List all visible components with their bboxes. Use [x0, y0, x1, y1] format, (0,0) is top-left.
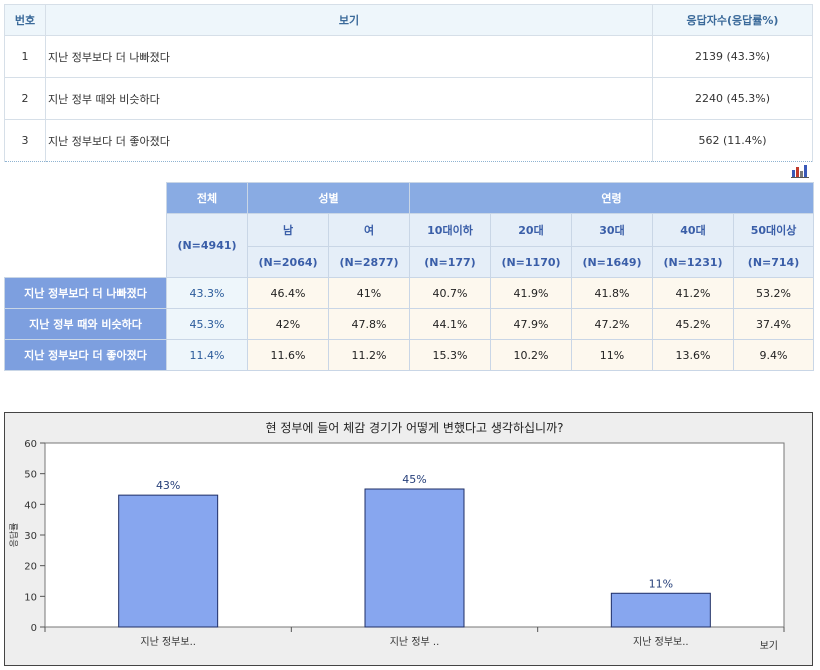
bar-data-label: 11%: [649, 577, 673, 590]
subgroup-20s: 20대: [490, 213, 572, 247]
x-axis-label: 보기: [760, 640, 778, 652]
table-row: 지난 정부 때와 비슷하다 45.3% 42% 47.8% 44.1% 47.9…: [4, 308, 815, 340]
header-option: 보기: [45, 4, 653, 36]
row-option: 지난 정부보다 더 나빠졌다: [45, 35, 653, 78]
cell-value: 42%: [247, 308, 329, 340]
header-total: 전체: [166, 182, 248, 214]
subgroup-male: 남: [247, 213, 329, 247]
cell-value: 37.4%: [732, 308, 815, 340]
row-label: 지난 정부보다 더 좋아졌다: [4, 339, 167, 371]
n-male: (N=2064): [247, 246, 329, 278]
cell-value: 11.6%: [247, 339, 329, 371]
cell-value: 41%: [328, 277, 410, 309]
cell-value: 11.2%: [328, 339, 410, 371]
row-option: 지난 정부보다 더 좋아졌다: [45, 119, 653, 162]
chart-title: 현 정부에 들어 체감 경기가 어떻게 변했다고 생각하십니까?: [265, 421, 563, 435]
cell-value: 41.9%: [490, 277, 572, 309]
y-tick-label: 40: [24, 500, 37, 511]
table-row: 지난 정부보다 더 나빠졌다 43.3% 46.4% 41% 40.7% 41.…: [4, 277, 815, 309]
cell-value: 11%: [571, 339, 653, 371]
cell-value: 53.2%: [732, 277, 815, 309]
header-age: 연령: [408, 182, 815, 214]
subgroup-50s: 50대이상: [732, 213, 815, 247]
y-tick-label: 0: [31, 623, 37, 634]
bar: [364, 488, 465, 628]
cell-value: 9.4%: [732, 339, 815, 371]
cell-value: 45.2%: [652, 308, 734, 340]
bar: [610, 592, 711, 628]
table-row: 지난 정부보다 더 좋아졌다 11.4% 11.6% 11.2% 15.3% 1…: [4, 339, 815, 371]
cell-value: 44.1%: [409, 308, 491, 340]
cell-value: 15.3%: [409, 339, 491, 371]
cell-value: 47.9%: [490, 308, 572, 340]
cell-value: 41.8%: [571, 277, 653, 309]
header-number: 번호: [4, 4, 46, 36]
x-tick-label: 지난 정부보..: [140, 636, 196, 648]
y-tick-label: 30: [24, 531, 37, 542]
table-row: 1 지난 정부보다 더 나빠졌다 2139 (43.3%): [4, 35, 813, 78]
n-teens: (N=177): [409, 246, 491, 278]
row-label: 지난 정부 때와 비슷하다: [4, 308, 167, 340]
y-tick-label: 20: [24, 562, 37, 573]
cell-value: 47.2%: [571, 308, 653, 340]
cell-value: 41.2%: [652, 277, 734, 309]
n-50s: (N=714): [732, 246, 815, 278]
table-row: 3 지난 정부보다 더 좋아졌다 562 (11.4%): [4, 119, 813, 162]
bar-chart-icon[interactable]: [791, 164, 809, 178]
y-tick-label: 10: [24, 592, 37, 603]
y-axis-label: 응답률: [8, 523, 20, 548]
row-count: 562 (11.4%): [652, 119, 813, 162]
cell-total: 11.4%: [166, 339, 248, 371]
bar: [118, 494, 219, 628]
subgroup-teens: 10대이하: [409, 213, 491, 247]
row-number: 2: [4, 77, 46, 120]
x-tick-label: 지난 정부 ..: [390, 636, 440, 648]
n-40s: (N=1231): [652, 246, 734, 278]
cell-value: 46.4%: [247, 277, 329, 309]
cell-value: 13.6%: [652, 339, 734, 371]
x-tick-label: 지난 정부보..: [633, 636, 689, 648]
total-n: (N=4941): [166, 213, 248, 278]
cell-total: 43.3%: [166, 277, 248, 309]
subgroup-female: 여: [328, 213, 410, 247]
header-gender: 성별: [247, 182, 410, 214]
chart-canvas: 현 정부에 들어 체감 경기가 어떻게 변했다고 생각하십니까? 0 10 20 30 4…: [8, 421, 785, 652]
n-20s: (N=1170): [490, 246, 572, 278]
n-30s: (N=1649): [571, 246, 653, 278]
cell-value: 10.2%: [490, 339, 572, 371]
row-number: 3: [4, 119, 46, 162]
header-count: 응답자수(응답률%): [652, 4, 813, 36]
corner-blank: [4, 182, 167, 278]
bar-chart: 현 정부에 들어 체감 경기가 어떻게 변했다고 생각하십니까? 0 10 20 30 4…: [4, 412, 813, 666]
bar-data-label: 43%: [156, 479, 180, 492]
subgroup-40s: 40대: [652, 213, 734, 247]
n-female: (N=2877): [328, 246, 410, 278]
row-number: 1: [4, 35, 46, 78]
result-table-header: 번호 보기 응답자수(응답률%): [4, 4, 813, 36]
cell-value: 47.8%: [328, 308, 410, 340]
row-count: 2240 (45.3%): [652, 77, 813, 120]
y-tick-label: 50: [24, 470, 37, 481]
subgroup-30s: 30대: [571, 213, 653, 247]
y-tick-label: 60: [24, 439, 37, 450]
result-table: 번호 보기 응답자수(응답률%) 1 지난 정부보다 더 나빠졌다 2139 (…: [4, 4, 813, 162]
crosstab-table: 전체 성별 연령 (N=4941) 남 여 10대이하 20대 30대 40대 …: [4, 182, 815, 371]
row-label: 지난 정부보다 더 나빠졌다: [4, 277, 167, 309]
row-count: 2139 (43.3%): [652, 35, 813, 78]
table-row: 2 지난 정부 때와 비슷하다 2240 (45.3%): [4, 77, 813, 120]
cell-total: 45.3%: [166, 308, 248, 340]
row-option: 지난 정부 때와 비슷하다: [45, 77, 653, 120]
cell-value: 40.7%: [409, 277, 491, 309]
bar-data-label: 45%: [402, 473, 426, 486]
